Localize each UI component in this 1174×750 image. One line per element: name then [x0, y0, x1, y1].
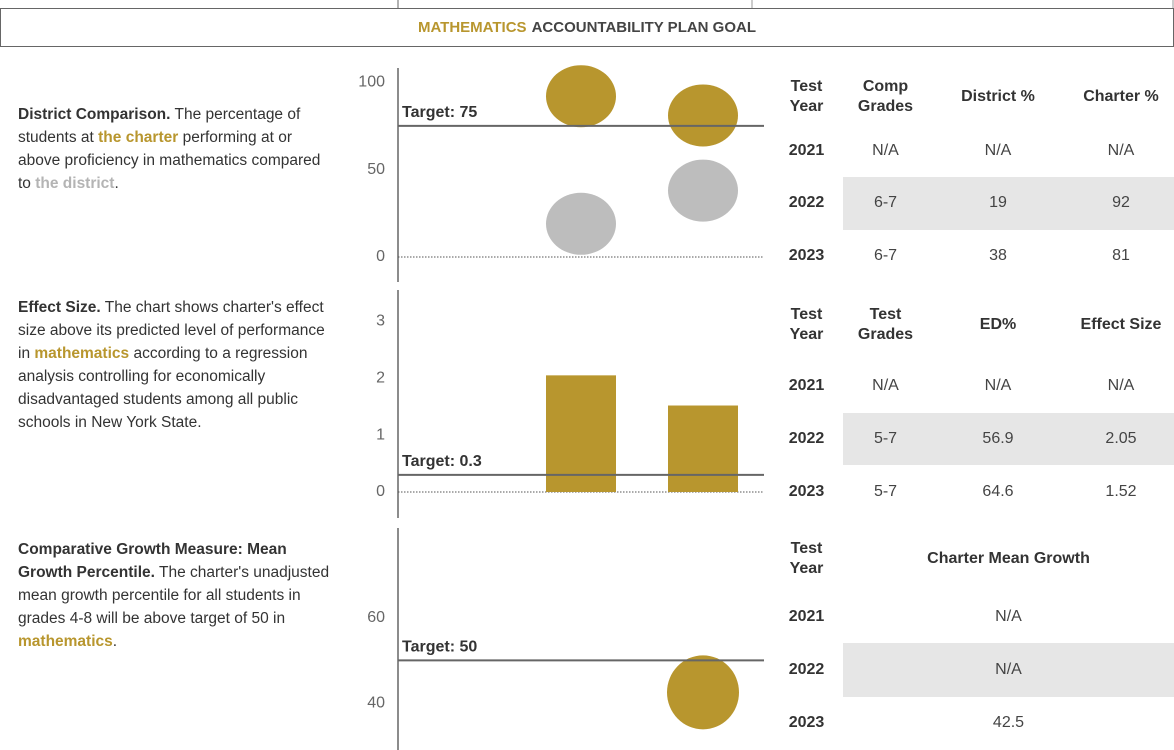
text-run: District Comparison. — [18, 106, 171, 123]
text-run: The charter's unadjusted mean growth per… — [18, 564, 330, 627]
text-run: . — [114, 175, 119, 192]
year-cell: 2022 — [788, 194, 825, 212]
y-tick-label: 1 — [376, 426, 385, 443]
text-run: Comparative Growth Measure: Mean Growth … — [18, 541, 287, 581]
table-cell: 5-7 — [843, 412, 928, 466]
table-row: 2021 N/A — [770, 590, 1174, 643]
header-cell: ED% — [979, 316, 1017, 333]
dot — [668, 159, 738, 222]
table-cell: N/A — [1107, 142, 1135, 160]
table-wrap: Test Year Comp Grades District % Charter % 2… — [770, 68, 1174, 282]
section-text: Comparative Growth Measure: Mean Growth … — [18, 538, 336, 653]
text-run: . — [112, 633, 118, 650]
table-cell: N/A — [984, 377, 1012, 395]
table-row: 2021 N/A N/A N/A — [770, 125, 1174, 177]
header: MATHEMATICS ACCOUNTABILITY PLAN GOAL — [0, 8, 1174, 47]
dot — [667, 655, 739, 730]
y-tick-label: 50 — [367, 161, 385, 178]
table-cell: 1.52 — [1105, 482, 1137, 500]
table-cell: 56.9 — [928, 412, 1068, 466]
table-wrap: Test Year Test Grades ED% Effect Size 2021 N/… — [770, 290, 1174, 518]
year-cell: 2023 — [788, 482, 825, 500]
table-cell: N/A — [984, 142, 1012, 160]
text-run: the charter — [98, 129, 179, 146]
header-cell: Test Year — [789, 306, 824, 343]
header-cell: Charter % — [1083, 87, 1159, 105]
target-label: Target: 0.3 — [402, 453, 482, 470]
y-tick-label: 60 — [367, 609, 385, 626]
header-cell: District % — [961, 87, 1035, 105]
text-run: Effect Size. — [18, 299, 101, 316]
header-cell: Charter Mean Growth — [927, 550, 1090, 567]
y-tick-label: 0 — [376, 483, 385, 500]
target-label: Target: 50 — [402, 639, 477, 656]
y-tick-label: 40 — [367, 694, 385, 711]
table-cell: N/A — [872, 377, 899, 395]
section-text: District Comparison. The percentage of s… — [18, 103, 336, 195]
data-table: Test Year Comp Grades District % Charter % 2… — [770, 68, 1174, 282]
table-cell: 38 — [989, 246, 1007, 264]
text-run: the district — [35, 175, 115, 192]
table-cell: N/A — [843, 643, 1174, 697]
header-title: ACCOUNTABILITY PLAN GOAL — [531, 19, 757, 36]
header-row: Test Year Test Grades ED% Effect Size — [770, 290, 1174, 360]
table-cell: 6-7 — [843, 177, 928, 230]
table-cell: 6-7 — [873, 246, 898, 264]
table-cell: 81 — [1112, 246, 1130, 264]
bar — [546, 375, 616, 492]
year-cell: 2021 — [788, 377, 825, 395]
table-row: 2023 6-7 38 81 — [770, 230, 1174, 282]
header-cell: Test Year — [789, 77, 824, 115]
bar — [668, 405, 738, 492]
header-highlight: MATHEMATICS — [417, 19, 527, 36]
text-run: performing at or above proficiency in ma… — [18, 129, 321, 192]
text-run: mathematics — [34, 345, 130, 362]
data-table: Test Year Test Grades ED% Effect Size 2021 N/… — [770, 290, 1174, 518]
table-cell: N/A — [872, 142, 899, 160]
y-tick-label: 2 — [376, 369, 385, 386]
header-cell: Test Grades — [857, 306, 914, 343]
section-text: Effect Size. The chart shows charter's e… — [18, 296, 336, 434]
table-row: 2022 N/A — [770, 643, 1174, 697]
year-cell: 2021 — [788, 142, 825, 160]
header-cell: Effect Size — [1080, 316, 1162, 333]
year-cell: 2021 — [788, 607, 825, 625]
table-row: 2023 42.5 — [770, 697, 1174, 750]
table-cell: N/A — [1107, 377, 1135, 395]
year-cell: 2023 — [788, 246, 825, 264]
year-cell: 2023 — [788, 714, 825, 732]
table-cell: 64.6 — [982, 482, 1014, 500]
y-tick-label: 3 — [376, 313, 385, 330]
dot — [668, 84, 738, 147]
table-cell: N/A — [995, 607, 1022, 625]
table-cell: 42.5 — [992, 714, 1025, 732]
header-row: Test Year Charter Mean Growth — [770, 528, 1174, 590]
year-cell: 2022 — [788, 429, 825, 447]
header-cell: Comp Grades — [857, 77, 914, 115]
header-row: Test Year Comp Grades District % Charter % — [770, 68, 1174, 125]
text-run: The percentage of students at — [18, 106, 301, 146]
data-table: Test Year Charter Mean Growth 2021 N/A 2022 N… — [770, 528, 1174, 750]
text-run: mathematics — [18, 633, 113, 650]
text-run: according to a regression analysis contr… — [18, 345, 308, 431]
dot — [546, 65, 616, 128]
header-cell: Test Year — [789, 540, 824, 577]
table-row: 2022 5-7 56.9 2.05 — [770, 412, 1174, 466]
year-cell: 2022 — [788, 660, 825, 678]
table-row: 2021 N/A N/A N/A — [770, 360, 1174, 413]
table-cell: 5-7 — [873, 482, 898, 500]
table-cell: 19 — [928, 177, 1068, 230]
table-row: 2022 6-7 19 92 — [770, 177, 1174, 230]
table-cell: 92 — [1068, 177, 1174, 230]
y-tick-label: 100 — [358, 73, 385, 90]
table-cell: 2.05 — [1068, 412, 1174, 466]
y-tick-label: 0 — [376, 248, 385, 265]
table-row: 2023 5-7 64.6 1.52 — [770, 465, 1174, 518]
target-label: Target: 75 — [402, 104, 477, 121]
table-wrap: Test Year Charter Mean Growth 2021 N/A 2022 N… — [770, 528, 1174, 750]
text-run: The chart shows charter's effect size ab… — [18, 299, 325, 362]
dot — [546, 192, 616, 255]
